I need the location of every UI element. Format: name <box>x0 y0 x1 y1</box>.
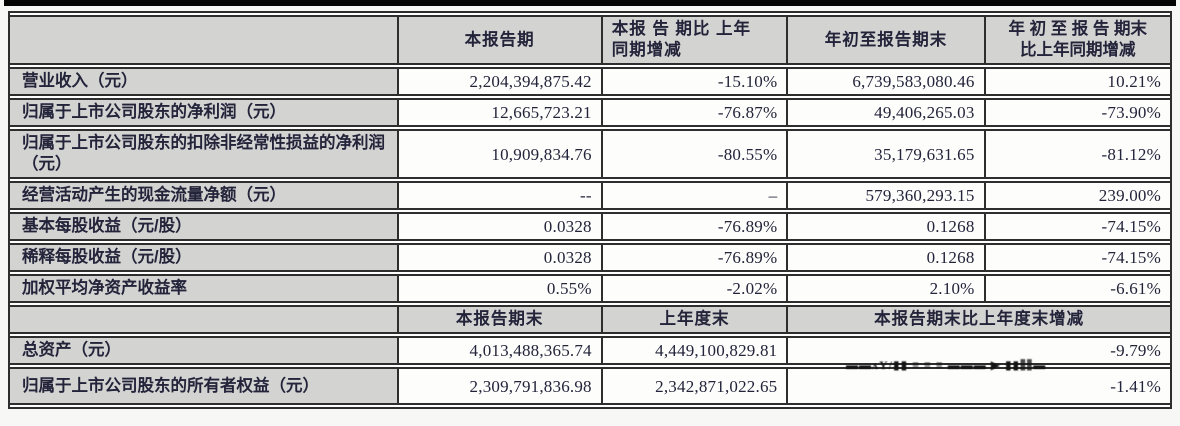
corner-cell <box>10 15 399 65</box>
col-header-ytd: 年初至报告期末 <box>788 15 986 65</box>
cell-prior-year-end: 4,449,100,829.81 <box>602 336 789 365</box>
cell-ytd: 49,406,265.03 <box>788 98 986 127</box>
cell-ytd-yoy: -74.15% <box>985 212 1170 241</box>
col-header-current-period-yoy: 本报 告 期比 上年 同期增减 <box>602 15 789 65</box>
cell-ytd: 0.1268 <box>788 243 986 272</box>
cell-current-period-yoy: -2.02% <box>602 274 789 303</box>
cell-current-period-yoy: -76.87% <box>602 98 789 127</box>
table-row-operating-cash-flow: 经营活动产生的现金流量净额（元） -- – 579,360,293.15 239… <box>10 181 1170 210</box>
cell-ytd: 6,739,583,080.46 <box>788 67 986 96</box>
row-label: 归属于上市公司股东的扣除非经常性损益的净利润（元） <box>10 129 399 179</box>
col-header-period-end: 本报告期末 <box>398 305 603 334</box>
row-label: 稀释每股收益（元/股） <box>10 243 399 272</box>
cell-current-period: 0.55% <box>398 274 603 303</box>
watermark-overlay: ▬▬ʌY/▮▮ ≡ ≡ ≡ ▬▬▬ ▶ ▮▮⫼⫼▬ <box>846 358 1047 372</box>
corner-cell <box>10 305 399 334</box>
col-header-current-period: 本报告期 <box>398 15 603 65</box>
cell-ytd-yoy: -73.90% <box>985 98 1170 127</box>
cell-current-period: 12,665,723.21 <box>398 98 603 127</box>
table-row-net-profit: 归属于上市公司股东的净利润（元） 12,665,723.21 -76.87% 4… <box>10 98 1170 127</box>
row-label: 营业收入（元） <box>10 67 399 96</box>
key-figures-table: 本报告期 本报 告 期比 上年 同期增减 年初至报告期末 年 初 至 报 告 期… <box>10 13 1170 407</box>
cell-ytd-yoy: 10.21% <box>985 67 1170 96</box>
row-label: 总资产（元） <box>10 336 399 365</box>
cell-current-period-yoy: -76.89% <box>602 243 789 272</box>
table-row-weighted-avg-roe: 加权平均净资产收益率 0.55% -2.02% 2.10% -6.61% <box>10 274 1170 303</box>
col-header-change-vs-prior-year-end: 本报告期末比上年度末增减 <box>788 305 1170 334</box>
header-row-periods: 本报告期 本报 告 期比 上年 同期增减 年初至报告期末 年 初 至 报 告 期… <box>10 15 1170 65</box>
table-row-equity-attributable-to-shareholders: 归属于上市公司股东的所有者权益（元） 2,309,791,836.98 2,34… <box>10 367 1170 405</box>
cell-current-period: -- <box>398 181 603 210</box>
cell-current-period: 10,909,834.76 <box>398 129 603 179</box>
cell-ytd-yoy: -74.15% <box>985 243 1170 272</box>
cell-current-period-yoy: -15.10% <box>602 67 789 96</box>
row-label: 归属于上市公司股东的所有者权益（元） <box>10 367 399 405</box>
row-label: 经营活动产生的现金流量净额（元） <box>10 181 399 210</box>
cell-current-period-yoy: – <box>602 181 789 210</box>
cell-ytd: 35,179,631.65 <box>788 129 986 179</box>
cell-period-end: 4,013,488,365.74 <box>398 336 603 365</box>
row-label: 归属于上市公司股东的净利润（元） <box>10 98 399 127</box>
cell-current-period: 0.0328 <box>398 243 603 272</box>
cell-change: -1.41% <box>788 367 1170 405</box>
header-row-period-end: 本报告期末 上年度末 本报告期末比上年度末增减 <box>10 305 1170 334</box>
cell-current-period-yoy: -80.55% <box>602 129 789 179</box>
row-label: 加权平均净资产收益率 <box>10 274 399 303</box>
cell-ytd: 579,360,293.15 <box>788 181 986 210</box>
cell-ytd: 0.1268 <box>788 212 986 241</box>
col-header-ytd-yoy: 年 初 至 报 告 期末 比上年同期增减 <box>985 15 1170 65</box>
table-row-diluted-eps: 稀释每股收益（元/股） 0.0328 -76.89% 0.1268 -74.15… <box>10 243 1170 272</box>
table-row-operating-revenue: 营业收入（元） 2,204,394,875.42 -15.10% 6,739,5… <box>10 67 1170 96</box>
cell-period-end: 2,309,791,836.98 <box>398 367 603 405</box>
row-label: 基本每股收益（元/股） <box>10 212 399 241</box>
cell-current-period: 2,204,394,875.42 <box>398 67 603 96</box>
cell-current-period-yoy: -76.89% <box>602 212 789 241</box>
top-divider-bar <box>4 0 1176 6</box>
col-header-prior-year-end: 上年度末 <box>602 305 789 334</box>
cell-ytd-yoy: -6.61% <box>985 274 1170 303</box>
table-row-basic-eps: 基本每股收益（元/股） 0.0328 -76.89% 0.1268 -74.15… <box>10 212 1170 241</box>
table-row-net-profit-excl-nonrecurring: 归属于上市公司股东的扣除非经常性损益的净利润（元） 10,909,834.76 … <box>10 129 1170 179</box>
cell-change: -9.79% <box>788 336 1170 365</box>
cell-ytd-yoy: -81.12% <box>985 129 1170 179</box>
table-row-total-assets: 总资产（元） 4,013,488,365.74 4,449,100,829.81… <box>10 336 1170 365</box>
cell-ytd-yoy: 239.00% <box>985 181 1170 210</box>
cell-ytd: 2.10% <box>788 274 986 303</box>
cell-current-period: 0.0328 <box>398 212 603 241</box>
financial-summary-table: 本报告期 本报 告 期比 上年 同期增减 年初至报告期末 年 初 至 报 告 期… <box>8 11 1172 409</box>
cell-prior-year-end: 2,342,871,022.65 <box>602 367 789 405</box>
